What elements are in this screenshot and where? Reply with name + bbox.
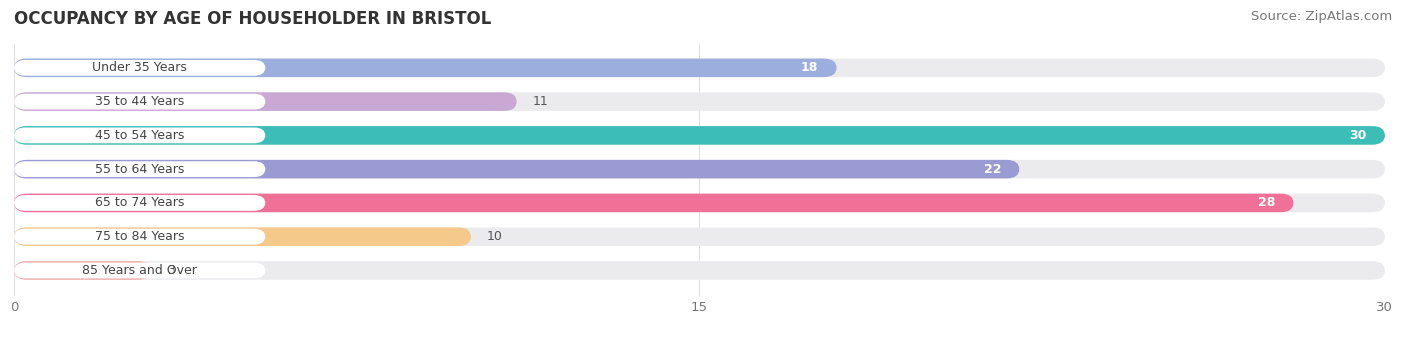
Text: 45 to 54 Years: 45 to 54 Years — [96, 129, 184, 142]
FancyBboxPatch shape — [14, 58, 837, 77]
Text: Under 35 Years: Under 35 Years — [93, 61, 187, 74]
FancyBboxPatch shape — [14, 229, 266, 244]
Text: 11: 11 — [533, 95, 548, 108]
FancyBboxPatch shape — [14, 262, 266, 278]
Text: 3: 3 — [167, 264, 174, 277]
FancyBboxPatch shape — [14, 161, 266, 177]
FancyBboxPatch shape — [14, 261, 1385, 280]
FancyBboxPatch shape — [14, 94, 266, 109]
FancyBboxPatch shape — [14, 194, 1294, 212]
Text: 75 to 84 Years: 75 to 84 Years — [96, 230, 184, 243]
Text: Source: ZipAtlas.com: Source: ZipAtlas.com — [1251, 10, 1392, 23]
FancyBboxPatch shape — [14, 60, 266, 76]
Text: 18: 18 — [801, 61, 818, 74]
Text: 85 Years and Over: 85 Years and Over — [83, 264, 197, 277]
Text: OCCUPANCY BY AGE OF HOUSEHOLDER IN BRISTOL: OCCUPANCY BY AGE OF HOUSEHOLDER IN BRIST… — [14, 10, 492, 28]
FancyBboxPatch shape — [14, 261, 152, 280]
Text: 30: 30 — [1350, 129, 1367, 142]
FancyBboxPatch shape — [14, 227, 471, 246]
FancyBboxPatch shape — [14, 92, 517, 111]
FancyBboxPatch shape — [14, 160, 1385, 178]
FancyBboxPatch shape — [14, 128, 266, 143]
Text: 35 to 44 Years: 35 to 44 Years — [96, 95, 184, 108]
FancyBboxPatch shape — [14, 58, 1385, 77]
FancyBboxPatch shape — [14, 160, 1019, 178]
FancyBboxPatch shape — [14, 92, 1385, 111]
FancyBboxPatch shape — [14, 195, 266, 211]
FancyBboxPatch shape — [14, 126, 1385, 145]
FancyBboxPatch shape — [14, 227, 1385, 246]
Text: 22: 22 — [984, 163, 1001, 176]
Text: 28: 28 — [1258, 197, 1275, 209]
Text: 10: 10 — [486, 230, 503, 243]
Text: 65 to 74 Years: 65 to 74 Years — [96, 197, 184, 209]
Text: 55 to 64 Years: 55 to 64 Years — [96, 163, 184, 176]
FancyBboxPatch shape — [14, 126, 1385, 145]
FancyBboxPatch shape — [14, 194, 1385, 212]
